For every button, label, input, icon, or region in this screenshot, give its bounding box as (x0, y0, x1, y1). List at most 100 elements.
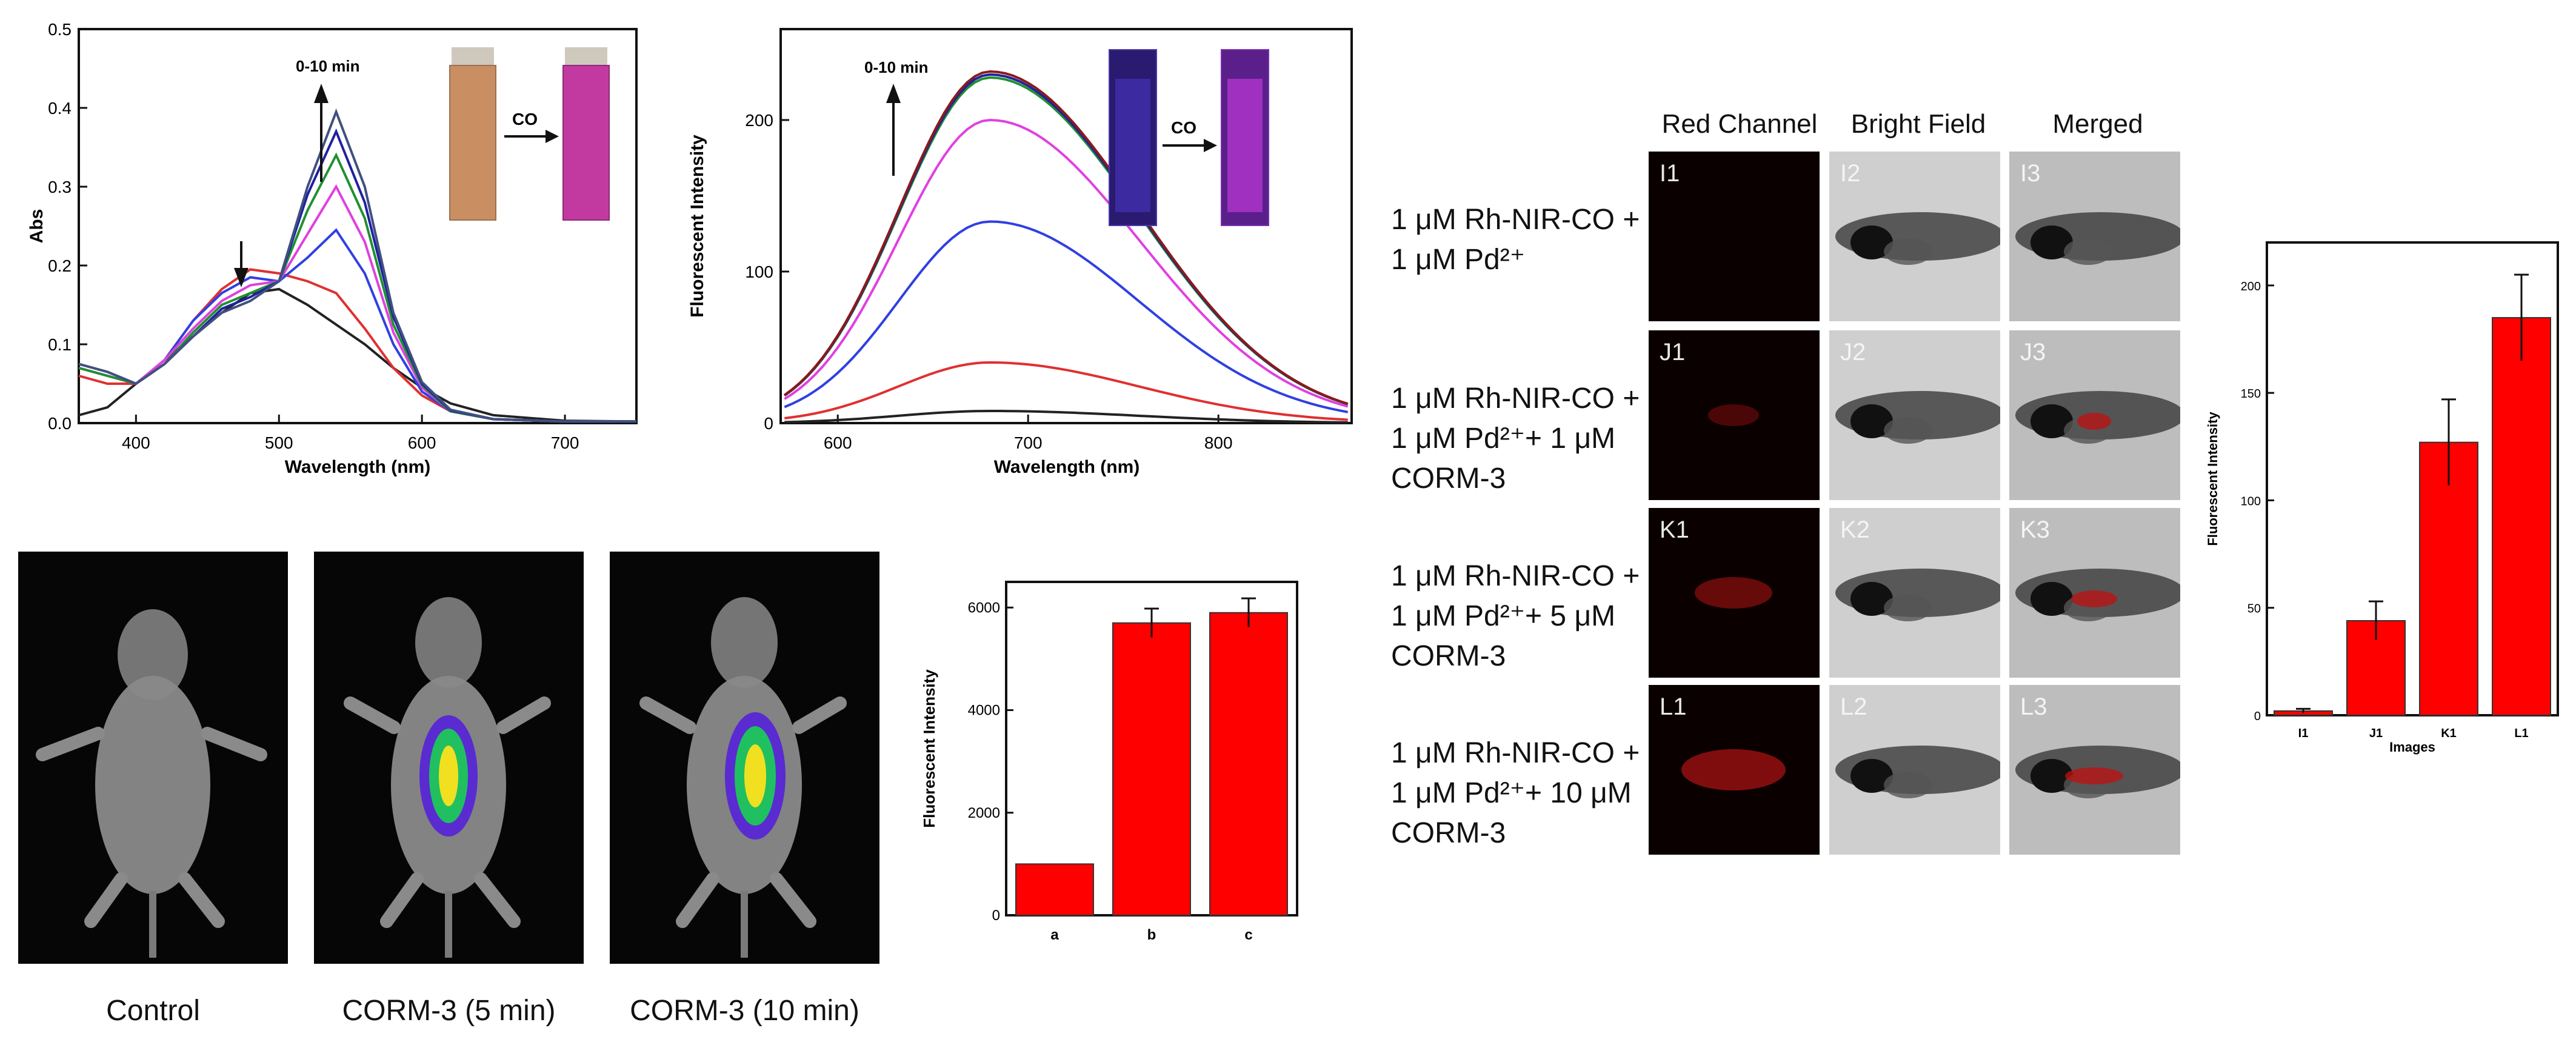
bar (2419, 441, 2478, 716)
caption-control: Control (106, 995, 200, 1027)
bar-ytick-label: 2000 (968, 805, 1000, 821)
abs-ytick-label: 0.0 (48, 414, 72, 433)
bar-category-label: K1 (2441, 727, 2457, 740)
fl-series-line (784, 410, 1348, 424)
caption-5min: CORM-3 (5 min) (342, 995, 556, 1027)
zebrafish-tile: I3 (2009, 152, 2180, 321)
zebrafish-tile: L1 (1649, 685, 1820, 855)
mouse-image-control (18, 552, 288, 964)
bar-ytick-label: 4000 (968, 703, 1000, 719)
bar-ytick-label: 6000 (968, 599, 1000, 616)
bar-ytick-label: 150 (2241, 387, 2261, 401)
vial-cap-after (565, 47, 607, 65)
abs-series-line (78, 128, 636, 423)
fl-ytick-label: 200 (745, 111, 773, 130)
fl-plot-frame (779, 28, 1353, 424)
tile-label: L3 (2020, 693, 2047, 720)
zebrafish-tile: K3 (2009, 508, 2180, 678)
fl-co-arrowhead (1204, 139, 1217, 152)
condition-label: 1 μM Rh-NIR-CO + 1 μM Pd²⁺+ 1 μM CORM-3 (1391, 379, 1640, 499)
zebrafish-tile: J3 (2009, 330, 2180, 500)
condition-line: CORM-3 (1391, 640, 1506, 672)
abs-xtick-label: 400 (122, 433, 150, 452)
abs-series-line (78, 268, 636, 423)
abs-series-line (78, 287, 637, 423)
bar (1209, 612, 1288, 916)
mouse-image-10min (610, 552, 879, 964)
uv-vial-before-glow (1115, 79, 1150, 212)
tile-label: I1 (1660, 160, 1680, 187)
vial-after-icon (562, 65, 610, 221)
bar-ytick-label: 50 (2247, 603, 2261, 616)
abs-xtick-label: 500 (265, 433, 293, 452)
mouse-image-5min (314, 552, 584, 964)
tile-label: K3 (2020, 516, 2050, 543)
abs-xtick-label: 700 (551, 433, 579, 452)
vial-cap-before (452, 47, 494, 65)
zebrafish-tile: K2 (1829, 508, 2000, 678)
bar (1112, 622, 1191, 916)
zebrafish-larva-icon (2015, 391, 2180, 444)
condition-label: 1 μM Rh-NIR-CO + 1 μM Pd²⁺+ 10 μM CORM-3 (1391, 733, 1640, 853)
bar-category-label: b (1147, 927, 1156, 943)
bar-category-label: L1 (2514, 727, 2528, 740)
bar-ytick-label: 200 (2241, 280, 2261, 293)
mouse-bar-ylabel: Fluorescent Intensity (920, 669, 938, 828)
condition-line: 1 μM Pd²⁺ (1391, 244, 1526, 276)
fl-series-line (784, 361, 1348, 421)
fl-annotation: 0-10 min (864, 58, 929, 76)
condition-line: 1 μM Rh-NIR-CO + (1391, 382, 1640, 415)
abs-ytick-label: 0.5 (48, 20, 72, 39)
red-signal-icon (1695, 577, 1772, 609)
fish-bar-xlabel: Images (2389, 740, 2435, 755)
fl-ytick-label: 0 (764, 414, 773, 433)
abs-co-label: CO (512, 110, 538, 129)
condition-line: CORM-3 (1391, 817, 1506, 849)
abs-annotation: 0-10 min (296, 57, 360, 75)
condition-line: 1 μM Pd²⁺+ 10 μM (1391, 777, 1632, 809)
zebrafish-tile: L2 (1829, 685, 2000, 855)
mouse-10min-picture (639, 597, 847, 958)
zebrafish-larva-icon (1835, 391, 2000, 444)
bar-category-label: I1 (2298, 727, 2309, 740)
mouse-bar-chart: 0 2000 4000 6000 a b c Fluorescent Intensity (920, 581, 1298, 943)
uv-vial-after-glow (1227, 79, 1263, 212)
col-header-bright: Bright Field (1850, 109, 1986, 139)
zebrafish-larva-icon (2015, 746, 2180, 798)
caption-10min: CORM-3 (10 min) (630, 995, 859, 1027)
zebrafish-tile: L3 (2009, 685, 2180, 855)
zebrafish-larva-icon (2015, 569, 2180, 621)
condition-line: CORM-3 (1391, 462, 1506, 495)
zebrafish-larva-icon (2015, 212, 2180, 265)
abs-ytick-label: 0.2 (48, 256, 72, 275)
abs-xtick-label: 600 (408, 433, 436, 452)
fl-xtick-label: 700 (1014, 433, 1043, 452)
bar-ytick-label: 0 (992, 907, 1000, 924)
abs-ytick-label: 0.1 (48, 335, 72, 354)
condition-label: 1 μM Rh-NIR-CO + 1 μM Pd²⁺+ 5 μM CORM-3 (1391, 556, 1640, 676)
abs-up-arrowhead (314, 84, 329, 103)
bar-ytick-label: 0 (2254, 710, 2261, 723)
fl-ytick-label: 100 (745, 262, 773, 281)
tile-label: I3 (2020, 160, 2041, 187)
fl-series-line (784, 220, 1349, 413)
tile-label: L2 (1840, 693, 1867, 720)
zebrafish-tile: I2 (1829, 152, 2000, 321)
bar-category-label: J1 (2369, 727, 2383, 740)
condition-label: 1 μM Rh-NIR-CO + 1 μM Pd²⁺ (1391, 200, 1640, 280)
fl-xtick-label: 600 (824, 433, 852, 452)
condition-line: 1 μM Rh-NIR-CO + (1391, 204, 1640, 236)
abs-ytick-label: 0.4 (48, 99, 72, 118)
mouse-control-picture (36, 609, 267, 958)
tile-label: I2 (1840, 160, 1861, 187)
bar-category-label: a (1050, 927, 1059, 943)
red-signal-icon (1708, 404, 1759, 426)
fl-ylabel: Fluorescent Intensity (687, 135, 707, 318)
tile-label: J1 (1660, 339, 1686, 366)
fish-bar-chart: 0 50 100 150 200 I1 J1 K1 L1 Fluorescent Intensi… (2205, 241, 2559, 755)
zebrafish-tile: I1 (1649, 152, 1820, 321)
zebrafish-tile: J2 (1829, 330, 2000, 500)
condition-line: 1 μM Pd²⁺+ 5 μM (1391, 600, 1616, 632)
co-arrowhead (546, 130, 559, 143)
fl-xtick-label: 800 (1204, 433, 1233, 452)
